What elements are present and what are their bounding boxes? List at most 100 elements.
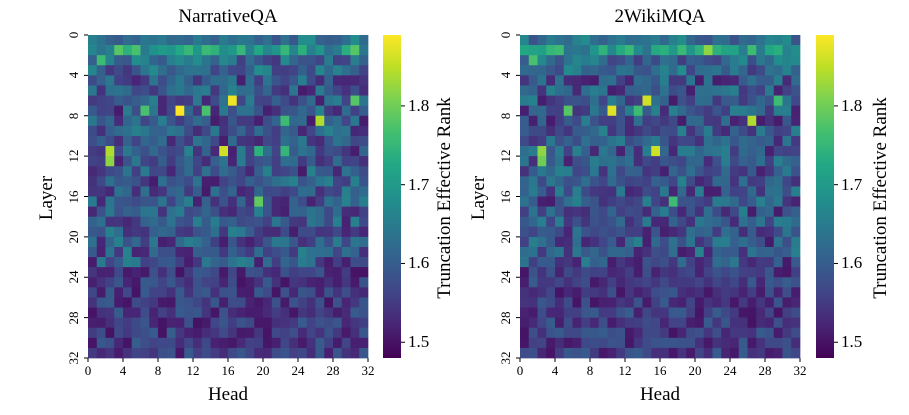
heatmap-cell [738,186,748,197]
heatmap-cell [607,246,617,258]
heatmap-cell [660,55,670,66]
heatmap-cell [607,317,617,329]
heatmap-cell [149,115,159,127]
heatmap-cell [537,236,547,248]
heatmap-cell [158,216,168,228]
heatmap-cell [166,105,176,117]
heatmap-cell [245,307,255,318]
heatmap-cell [96,35,106,46]
heatmap-cell [528,327,538,339]
heatmap-cell [306,206,316,218]
heatmap-cell [520,85,530,96]
heatmap-cell [166,35,176,46]
heatmap-cell [765,216,775,228]
heatmap-cell [149,65,159,76]
heatmap-cell [193,115,203,127]
heatmap-cell [537,206,547,218]
heatmap-cell [730,35,740,46]
heatmap-cell [333,206,343,218]
heatmap-cell [350,186,360,197]
heatmap-cell [546,115,556,127]
heatmap-cell [703,327,713,339]
heatmap-cell [668,35,678,46]
heatmap-cell [175,216,185,228]
heatmap-cell [633,186,643,197]
heatmap-cell [546,35,556,46]
heatmap-cell [537,95,547,106]
heatmap-cell [140,55,150,66]
heatmap-cell [537,75,547,86]
heatmap-cell [166,125,176,137]
heatmap-cell [315,196,325,207]
heatmap-cell [245,75,255,86]
heatmap-cell [721,257,731,268]
heatmap-cell [677,226,687,238]
heatmap-cell [738,287,748,298]
heatmap-cell [245,135,255,147]
heatmap-cell [105,317,115,329]
heatmap-cell [324,267,334,278]
heatmap-cell [306,337,316,349]
heatmap-cell [528,216,538,228]
heatmap-cell [747,115,757,127]
heatmap-cell [607,307,617,318]
heatmap-cell [730,226,740,238]
heatmap-cell [341,156,351,167]
heatmap-cell [201,317,211,329]
heatmap-cell [686,95,696,106]
heatmap-cell [166,186,176,197]
heatmap-cell [210,267,220,278]
heatmap-cell [730,236,740,248]
heatmap-cell [660,146,670,157]
heatmap-cell [193,277,203,288]
heatmap-cell [333,277,343,288]
heatmap-cell [555,166,565,177]
heatmap-cell [563,196,573,207]
heatmap-cell [721,186,731,197]
heatmap-cell [184,75,194,86]
heatmap-cell [642,65,652,76]
heatmap-cell [738,166,748,177]
heatmap-cell [88,35,98,46]
heatmap-cell [625,186,635,197]
heatmap-cell [721,125,731,137]
heatmap-cell [695,186,705,197]
heatmap-cell [210,236,220,248]
heatmap-cell [668,55,678,66]
heatmap-cell [271,125,281,137]
heatmap-cell [245,337,255,349]
heatmap-cell [607,206,617,218]
heatmap-cell [341,297,351,308]
heatmap-cell [236,176,246,187]
heatmap-cell [271,327,281,339]
heatmap-cell [616,85,626,96]
heatmap-cell [333,125,343,137]
heatmap-cell [598,166,608,177]
heatmap-cell [537,297,547,308]
heatmap-cell [193,347,203,359]
heatmap-cell [114,186,124,197]
heatmap-cell [149,216,159,228]
heatmap-cell [105,156,115,167]
heatmap-cell [677,317,687,329]
heatmap-cell [289,246,299,258]
heatmap-cell [616,216,626,228]
heatmap-cell [730,257,740,268]
heatmap-cell [158,257,168,268]
heatmap-cell [315,105,325,117]
heatmap-cell [581,135,591,147]
heatmap-cell [123,135,133,147]
heatmap-cell [140,277,150,288]
heatmap-cell [158,125,168,137]
heatmap-cell [228,135,238,147]
heatmap-cell [791,125,801,137]
heatmap-cell [298,287,308,298]
x-tick-label: 12 [618,363,632,378]
heatmap-cell [140,226,150,238]
heatmap-cell [114,277,124,288]
heatmap-cell [96,277,106,288]
heatmap-cell [695,337,705,349]
heatmap-cell [791,226,801,238]
heatmap-cell [590,196,600,207]
heatmap-cell [201,166,211,177]
